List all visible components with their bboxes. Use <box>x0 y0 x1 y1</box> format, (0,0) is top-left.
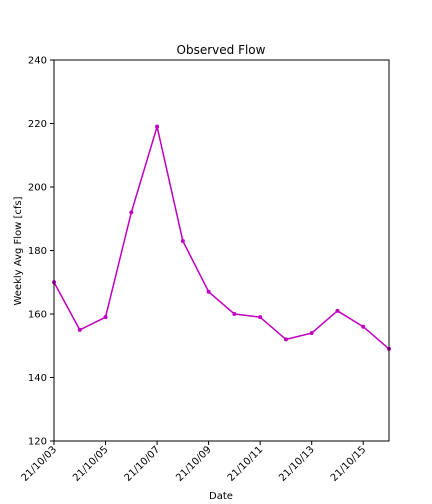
data-point <box>232 312 237 316</box>
data-point <box>335 308 340 313</box>
x-tick-label: 21/10/03 <box>20 444 60 484</box>
y-axis-ticks: 120 140 160 180 200 220 240 <box>28 56 54 448</box>
data-point <box>77 327 82 332</box>
x-tick-label: 21/10/15 <box>329 444 369 484</box>
x-tick-label: 21/10/05 <box>71 444 111 484</box>
chart-title: Observed Flow <box>177 43 266 57</box>
y-tick-label: 140 <box>28 373 47 384</box>
data-point <box>309 331 314 336</box>
y-tick-label: 180 <box>28 246 47 257</box>
y-tick-label: 120 <box>28 437 47 448</box>
x-tick-label: 21/10/13 <box>277 444 317 484</box>
x-axis-ticks: 21/10/03 21/10/05 21/10/07 21/10/09 21/10/11… <box>20 441 369 484</box>
y-tick-label: 220 <box>28 119 47 130</box>
data-point <box>361 324 366 329</box>
data-point <box>180 238 185 243</box>
y-tick-label: 240 <box>28 56 47 67</box>
plot-frame <box>53 59 390 442</box>
y-tick-label: 160 <box>28 310 47 321</box>
x-tick-label: 21/10/07 <box>123 444 163 484</box>
data-point <box>129 210 134 215</box>
data-point <box>258 315 263 320</box>
x-tick-label: 21/10/09 <box>174 444 214 484</box>
x-axis-label: Date <box>209 491 233 502</box>
y-axis-label: Weekly Avg Flow [cfs] <box>13 196 24 305</box>
data-point <box>103 315 108 320</box>
y-tick-label: 200 <box>28 183 47 194</box>
x-tick-label: 21/10/11 <box>226 444 266 484</box>
data-point <box>155 124 160 129</box>
data-point <box>283 337 288 342</box>
data-point <box>206 289 211 294</box>
series-markers <box>52 124 391 351</box>
series-line <box>53 123 390 350</box>
